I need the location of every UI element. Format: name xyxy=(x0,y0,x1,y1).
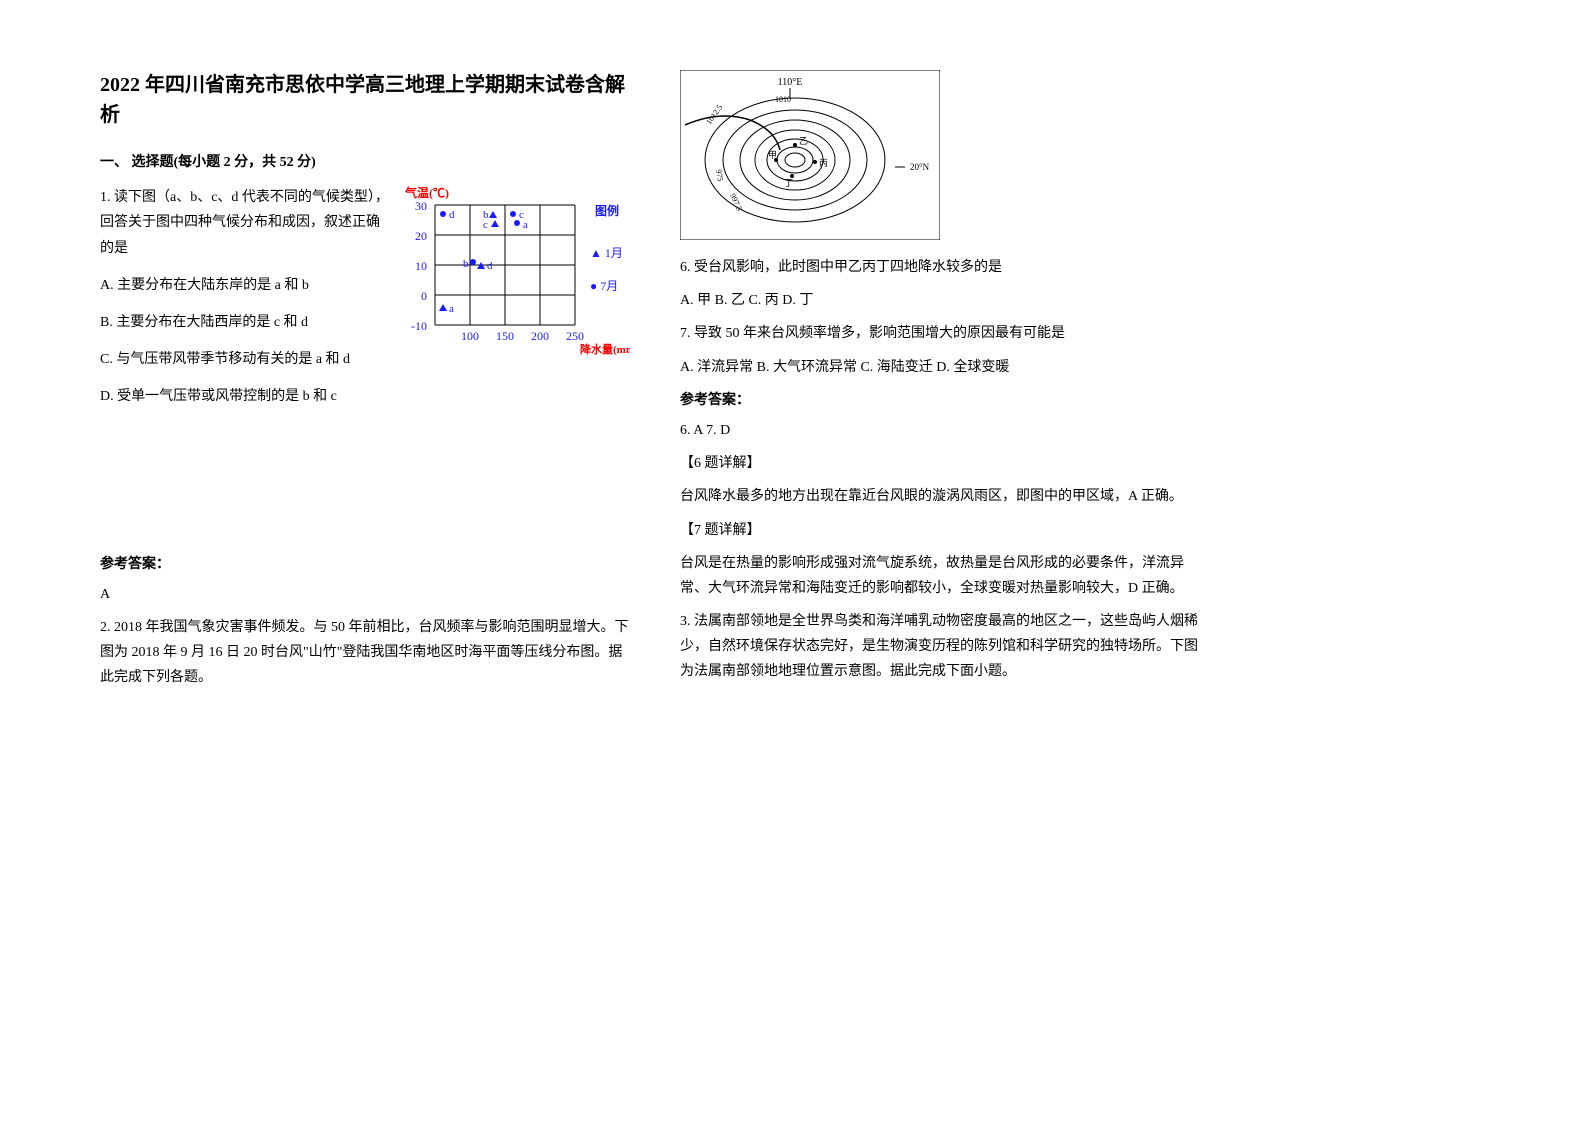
page-container: 2022 年四川省南充市思依中学高三地理上学期期末试卷含解析 一、 选择题(每小… xyxy=(100,70,1487,698)
section-1-header: 一、 选择题(每小题 2 分，共 52 分) xyxy=(100,150,630,175)
point-ding: 丁 xyxy=(784,178,793,188)
point-b-jul xyxy=(470,259,476,265)
xtick-200: 200 xyxy=(531,329,549,343)
xtick-250: 250 xyxy=(566,329,584,343)
question-6-text: 6. 受台风影响，此时图中甲乙丙丁四地降水较多的是 xyxy=(680,255,1210,280)
label-d1: d xyxy=(449,209,455,221)
y-axis-label: 气温(℃) xyxy=(404,185,449,200)
label-d2: d xyxy=(487,260,493,272)
q6-detail-text: 台风降水最多的地方出现在靠近台风眼的漩涡风雨区，即图中的甲区域，A 正确。 xyxy=(680,484,1210,509)
q1-answer: A xyxy=(100,582,630,607)
point-yi: 乙 xyxy=(799,136,808,146)
climate-chart-svg: 气温(℃) 图例 ▲ 1月 ● 7月 降水量(mm) xyxy=(400,185,630,365)
right-column: 110°E 20°N 1012.5 1010 997.5 975 xyxy=(680,70,1210,698)
q7-detail-text: 台风是在热量的影响形成强对流气旋系统，故热量是台风形成的必要条件，洋流异常、大气… xyxy=(680,551,1210,601)
ytick-neg10: -10 xyxy=(411,319,427,333)
ytick-20: 20 xyxy=(415,229,427,243)
ytick-0: 0 xyxy=(421,289,427,303)
q6-detail-label: 【6 题详解】 xyxy=(680,451,1210,476)
point-b-jan xyxy=(489,211,497,218)
lat-label: 20°N xyxy=(910,162,930,172)
point-bing: 丙 xyxy=(819,158,828,168)
question-1-option-d: D. 受单一气压带或风带控制的是 b 和 c xyxy=(100,384,390,409)
question-7-options: A. 洋流异常 B. 大气环流异常 C. 海陆变迁 D. 全球变暖 xyxy=(680,355,1210,380)
legend-jul: ● 7月 xyxy=(590,279,618,293)
point-c-jul xyxy=(510,211,516,217)
left-column: 2022 年四川省南充市思依中学高三地理上学期期末试卷含解析 一、 选择题(每小… xyxy=(100,70,630,698)
xtick-150: 150 xyxy=(496,329,514,343)
label-a2: a xyxy=(449,303,454,315)
question-1-option-c: C. 与气压带风带季节移动有关的是 a 和 d xyxy=(100,347,390,372)
q67-answer: 6. A 7. D xyxy=(680,418,1210,443)
q67-answer-label: 参考答案： xyxy=(680,388,1210,413)
question-7-text: 7. 导致 50 年来台风频率增多，影响范围增大的原因最有可能是 xyxy=(680,321,1210,346)
legend-label: 图例 xyxy=(595,203,619,218)
typhoon-isobar-map: 110°E 20°N 1012.5 1010 997.5 975 xyxy=(680,70,940,240)
label-c1: c xyxy=(483,219,488,231)
question-1-option-a: A. 主要分布在大陆东岸的是 a 和 b xyxy=(100,273,390,298)
point-a-jul xyxy=(514,220,520,226)
question-1-container: 1. 读下图（a、b、c、d 代表不同的气候类型），回答关于图中四种气候分布和成… xyxy=(100,185,630,409)
question-3-intro: 3. 法属南部领地是全世界鸟类和海洋哺乳动物密度最高的地区之一，这些岛屿人烟稀少… xyxy=(680,609,1210,685)
ytick-10: 10 xyxy=(415,259,427,273)
page-title: 2022 年四川省南充市思依中学高三地理上学期期末试卷含解析 xyxy=(100,70,630,130)
q1-answer-label: 参考答案： xyxy=(100,552,630,577)
question-1-intro: 1. 读下图（a、b、c、d 代表不同的气候类型），回答关于图中四种气候分布和成… xyxy=(100,185,390,261)
xtick-100: 100 xyxy=(461,329,479,343)
lon-label: 110°E xyxy=(778,77,803,88)
label-a1: a xyxy=(523,219,528,231)
q7-detail-label: 【7 题详解】 xyxy=(680,518,1210,543)
legend-jan: ▲ 1月 xyxy=(590,246,623,260)
label-b2: b xyxy=(463,258,469,270)
question-2-intro: 2. 2018 年我国气象灾害事件频发。与 50 年前相比，台风频率与影响范围明… xyxy=(100,615,630,691)
point-jia: 甲 xyxy=(768,150,777,160)
point-c-jan xyxy=(491,220,499,227)
x-axis-label: 降水量(mm) xyxy=(580,342,630,356)
pressure-1010: 1010 xyxy=(775,95,791,104)
question-6-options: A. 甲 B. 乙 C. 丙 D. 丁 xyxy=(680,288,1210,313)
chart-grid: 30 20 10 0 -10 100 150 200 250 xyxy=(411,199,584,343)
ytick-30: 30 xyxy=(415,199,427,213)
point-a-jan xyxy=(439,304,447,311)
climate-scatter-chart: 气温(℃) 图例 ▲ 1月 ● 7月 降水量(mm) xyxy=(400,185,630,365)
question-1-text-block: 1. 读下图（a、b、c、d 代表不同的气候类型），回答关于图中四种气候分布和成… xyxy=(100,185,390,409)
question-1-option-b: B. 主要分布在大陆西岸的是 c 和 d xyxy=(100,310,390,335)
spacer xyxy=(100,422,630,522)
point-d-jul xyxy=(440,211,446,217)
